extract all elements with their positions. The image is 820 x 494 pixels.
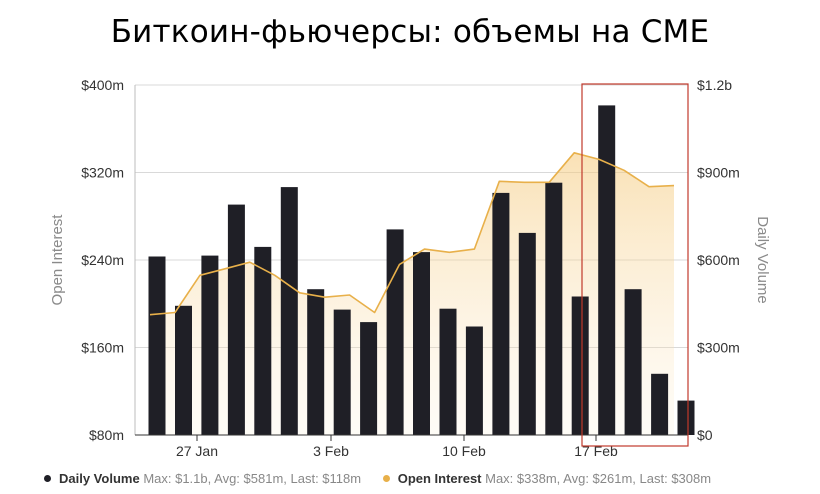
right-tick-label: $1.2b <box>697 77 732 93</box>
volume-bar <box>571 296 589 435</box>
volume-bar <box>148 256 166 435</box>
volume-bar <box>201 255 219 435</box>
volume-bar <box>175 305 192 435</box>
volume-bar <box>360 322 378 435</box>
legend-item-daily-volume[interactable]: Daily Volume Max: $1.1b, Avg: $581m, Las… <box>44 471 361 486</box>
x-tick-label: 10 Feb <box>442 443 486 459</box>
x-tick-label: 17 Feb <box>574 443 618 459</box>
legend: Daily Volume Max: $1.1b, Avg: $581m, Las… <box>44 471 729 486</box>
volume-bar <box>492 192 510 435</box>
left-tick-label: $320m <box>81 165 124 181</box>
right-tick-label: $900m <box>697 165 740 181</box>
axes: $80m $160m $240m $320m $400m $0 $300m $600m $900… <box>49 77 771 459</box>
legend-stats: Max: $338m, Avg: $261m, Last: $308m <box>485 471 712 486</box>
legend-name: Open Interest <box>397 471 482 486</box>
volume-bar <box>333 309 351 435</box>
volume-bar <box>413 252 430 435</box>
left-tick-label: $240m <box>81 252 124 268</box>
right-tick-label: $300m <box>697 340 740 356</box>
left-axis-title: Open Interest <box>49 214 66 306</box>
volume-bar <box>465 326 483 435</box>
volume-bar <box>677 400 695 435</box>
volume-bar <box>651 373 669 436</box>
highlight-group <box>581 83 689 447</box>
legend-dot-daily-volume <box>44 475 51 483</box>
volume-bar <box>227 204 245 435</box>
legend-name: Daily Volume <box>59 471 140 486</box>
legend-stats: Max: $1.1b, Avg: $581m, Last: $118m <box>143 471 362 486</box>
volume-bar <box>254 246 272 435</box>
volume-bar <box>280 187 298 435</box>
chart-title: Биткоин-фьючерсы: объемы на CME <box>110 14 710 50</box>
legend-item-open-interest[interactable]: Open Interest Max: $338m, Avg: $261m, La… <box>382 471 712 486</box>
volume-bar <box>598 105 616 436</box>
volume-bar <box>439 308 457 435</box>
daily-volume-bars <box>148 105 695 436</box>
volume-bar <box>518 232 536 435</box>
x-tick-label: 3 Feb <box>313 443 349 459</box>
open-interest-line-group <box>149 152 675 316</box>
legend-dot-open-interest <box>382 475 390 483</box>
volume-bar <box>624 289 642 435</box>
volume-bar <box>545 182 563 435</box>
right-tick-label: $600m <box>697 252 740 268</box>
left-tick-label: $160m <box>81 340 124 356</box>
right-axis-title: Daily Volume <box>754 216 771 304</box>
left-tick-label: $400m <box>81 77 124 93</box>
highlight-box <box>581 83 689 447</box>
volume-bar <box>386 229 404 435</box>
x-tick-label: 27 Jan <box>176 443 218 459</box>
volume-bar <box>307 289 325 435</box>
left-tick-label: $80m <box>89 427 124 443</box>
open-interest-line <box>149 152 675 316</box>
right-tick-label: $0 <box>697 427 713 443</box>
